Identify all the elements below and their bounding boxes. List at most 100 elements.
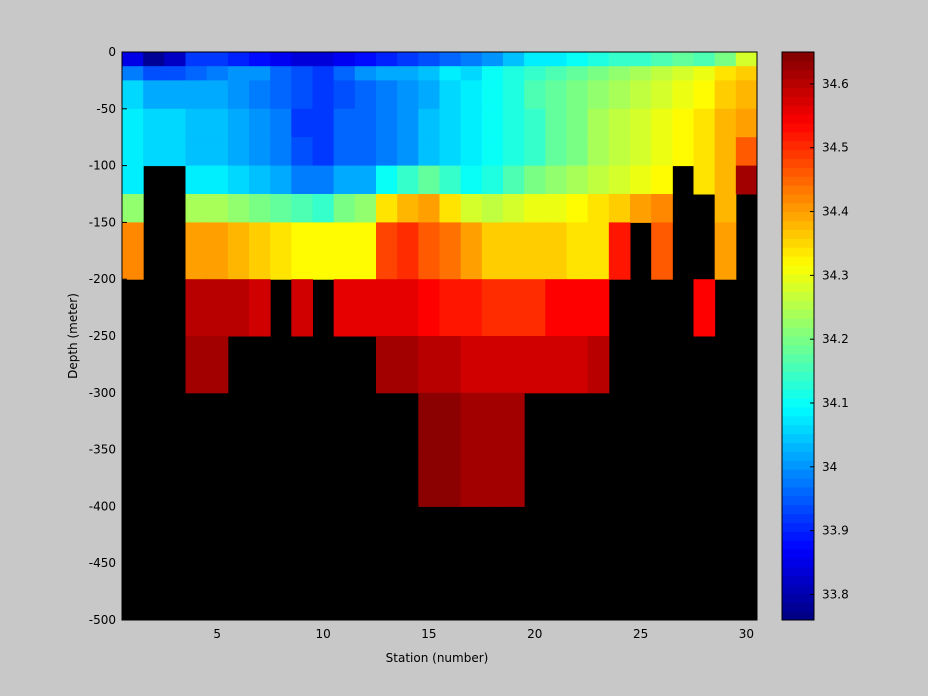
heatmap-cell xyxy=(608,165,631,195)
heatmap-cell xyxy=(249,108,271,138)
heatmap-cell xyxy=(503,165,525,195)
heatmap-cell xyxy=(354,222,377,280)
heatmap-cell xyxy=(503,392,525,451)
heatmap-cell xyxy=(206,80,229,110)
heatmap-cell xyxy=(524,66,546,81)
heatmap-cell xyxy=(312,52,335,67)
heatmap-cell xyxy=(735,80,758,110)
heatmap-cell xyxy=(354,279,377,337)
colorbar-band xyxy=(782,87,814,97)
colorbar-band xyxy=(782,611,814,621)
heatmap-cell xyxy=(503,279,525,337)
heatmap-cell xyxy=(185,279,208,337)
heatmap-cell xyxy=(270,222,292,280)
heatmap-cell xyxy=(503,336,525,394)
heatmap-cell xyxy=(185,52,208,67)
heatmap-cell xyxy=(672,52,694,67)
heatmap-cell xyxy=(587,165,610,195)
heatmap-cell xyxy=(376,165,398,195)
heatmap-cell xyxy=(312,66,335,81)
colorbar-band xyxy=(782,247,814,257)
heatmap-cell xyxy=(460,80,483,110)
heatmap-cell xyxy=(503,52,525,67)
y-axis-label: Depth (meter) xyxy=(66,293,80,379)
heatmap-cell xyxy=(270,165,292,195)
heatmap-cell xyxy=(418,449,440,507)
heatmap-cell xyxy=(418,279,440,337)
heatmap-cell xyxy=(376,52,398,67)
heatmap-cell xyxy=(206,66,229,81)
heatmap-cell xyxy=(397,108,419,138)
x-tick-label: 30 xyxy=(739,627,754,641)
colorbar-band xyxy=(782,309,814,319)
colorbar-band xyxy=(782,300,814,310)
colorbar-band xyxy=(782,194,814,204)
heatmap-cell xyxy=(630,165,652,195)
heatmap-cell xyxy=(503,222,525,280)
heatmap-cell xyxy=(672,137,694,167)
heatmap-cell xyxy=(545,222,567,280)
heatmap-cell xyxy=(206,108,229,138)
heatmap-cell xyxy=(439,108,462,138)
heatmap-cell xyxy=(503,80,525,110)
heatmap-cell xyxy=(481,108,504,138)
x-tick-label: 10 xyxy=(315,627,330,641)
heatmap-cell xyxy=(143,80,165,110)
colorbar-band xyxy=(782,407,814,417)
heatmap-cell xyxy=(608,80,631,110)
heatmap-cell xyxy=(735,52,758,67)
colorbar-band xyxy=(782,549,814,559)
heatmap-cell xyxy=(249,52,271,67)
y-tick-label: -150 xyxy=(89,215,116,229)
heatmap-cell xyxy=(481,279,504,337)
heatmap-cell xyxy=(376,194,398,223)
heatmap-cell xyxy=(185,66,208,81)
heatmap-cell xyxy=(354,108,377,138)
heatmap-cell xyxy=(206,336,229,394)
y-tick-label: -350 xyxy=(89,443,116,457)
colorbar-band xyxy=(782,238,814,248)
heatmap-cell xyxy=(312,222,335,280)
heatmap-cell xyxy=(608,194,631,223)
colorbar-band xyxy=(782,273,814,284)
colorbar-tick-label: 34.1 xyxy=(822,396,849,410)
heatmap-cell xyxy=(714,222,737,280)
heatmap-cell xyxy=(418,52,440,67)
heatmap-cell xyxy=(291,52,313,67)
colorbar-band xyxy=(782,60,814,71)
heatmap-cell xyxy=(545,66,567,81)
colorbar-band xyxy=(782,469,814,479)
y-tick-label: -200 xyxy=(89,272,116,286)
heatmap-cell xyxy=(608,137,631,167)
heatmap-cell xyxy=(481,137,504,167)
heatmap-cell xyxy=(460,336,483,394)
heatmap-cell xyxy=(545,108,567,138)
heatmap-cell xyxy=(735,66,758,81)
colorbar-band xyxy=(782,478,814,488)
heatmap-cell xyxy=(143,108,165,138)
heatmap-cell xyxy=(545,52,567,67)
heatmap-cell xyxy=(122,222,144,280)
heatmap-cell xyxy=(566,336,589,394)
heatmap-cell xyxy=(545,165,567,195)
y-tick-label: -250 xyxy=(89,329,116,343)
heatmap-cell xyxy=(185,165,208,195)
heatmap-cell xyxy=(376,336,398,394)
colorbar-band xyxy=(782,433,814,443)
heatmap-cell xyxy=(460,194,483,223)
heatmap-cell xyxy=(651,52,673,67)
heatmap-cell xyxy=(524,137,546,167)
heatmap-cell xyxy=(291,137,313,167)
colorbar-band xyxy=(782,602,814,612)
heatmap-cell xyxy=(249,66,271,81)
heatmap-cell xyxy=(376,80,398,110)
heatmap-cell xyxy=(418,392,440,451)
heatmap-cell xyxy=(312,165,335,195)
colorbar-band xyxy=(782,211,814,222)
colorbar-band xyxy=(782,575,814,585)
colorbar-tick-label: 34.6 xyxy=(822,77,849,91)
heatmap-cell xyxy=(714,66,737,81)
heatmap-cell xyxy=(545,194,567,223)
salinity-cells xyxy=(122,52,758,507)
x-tick-label: 5 xyxy=(213,627,221,641)
